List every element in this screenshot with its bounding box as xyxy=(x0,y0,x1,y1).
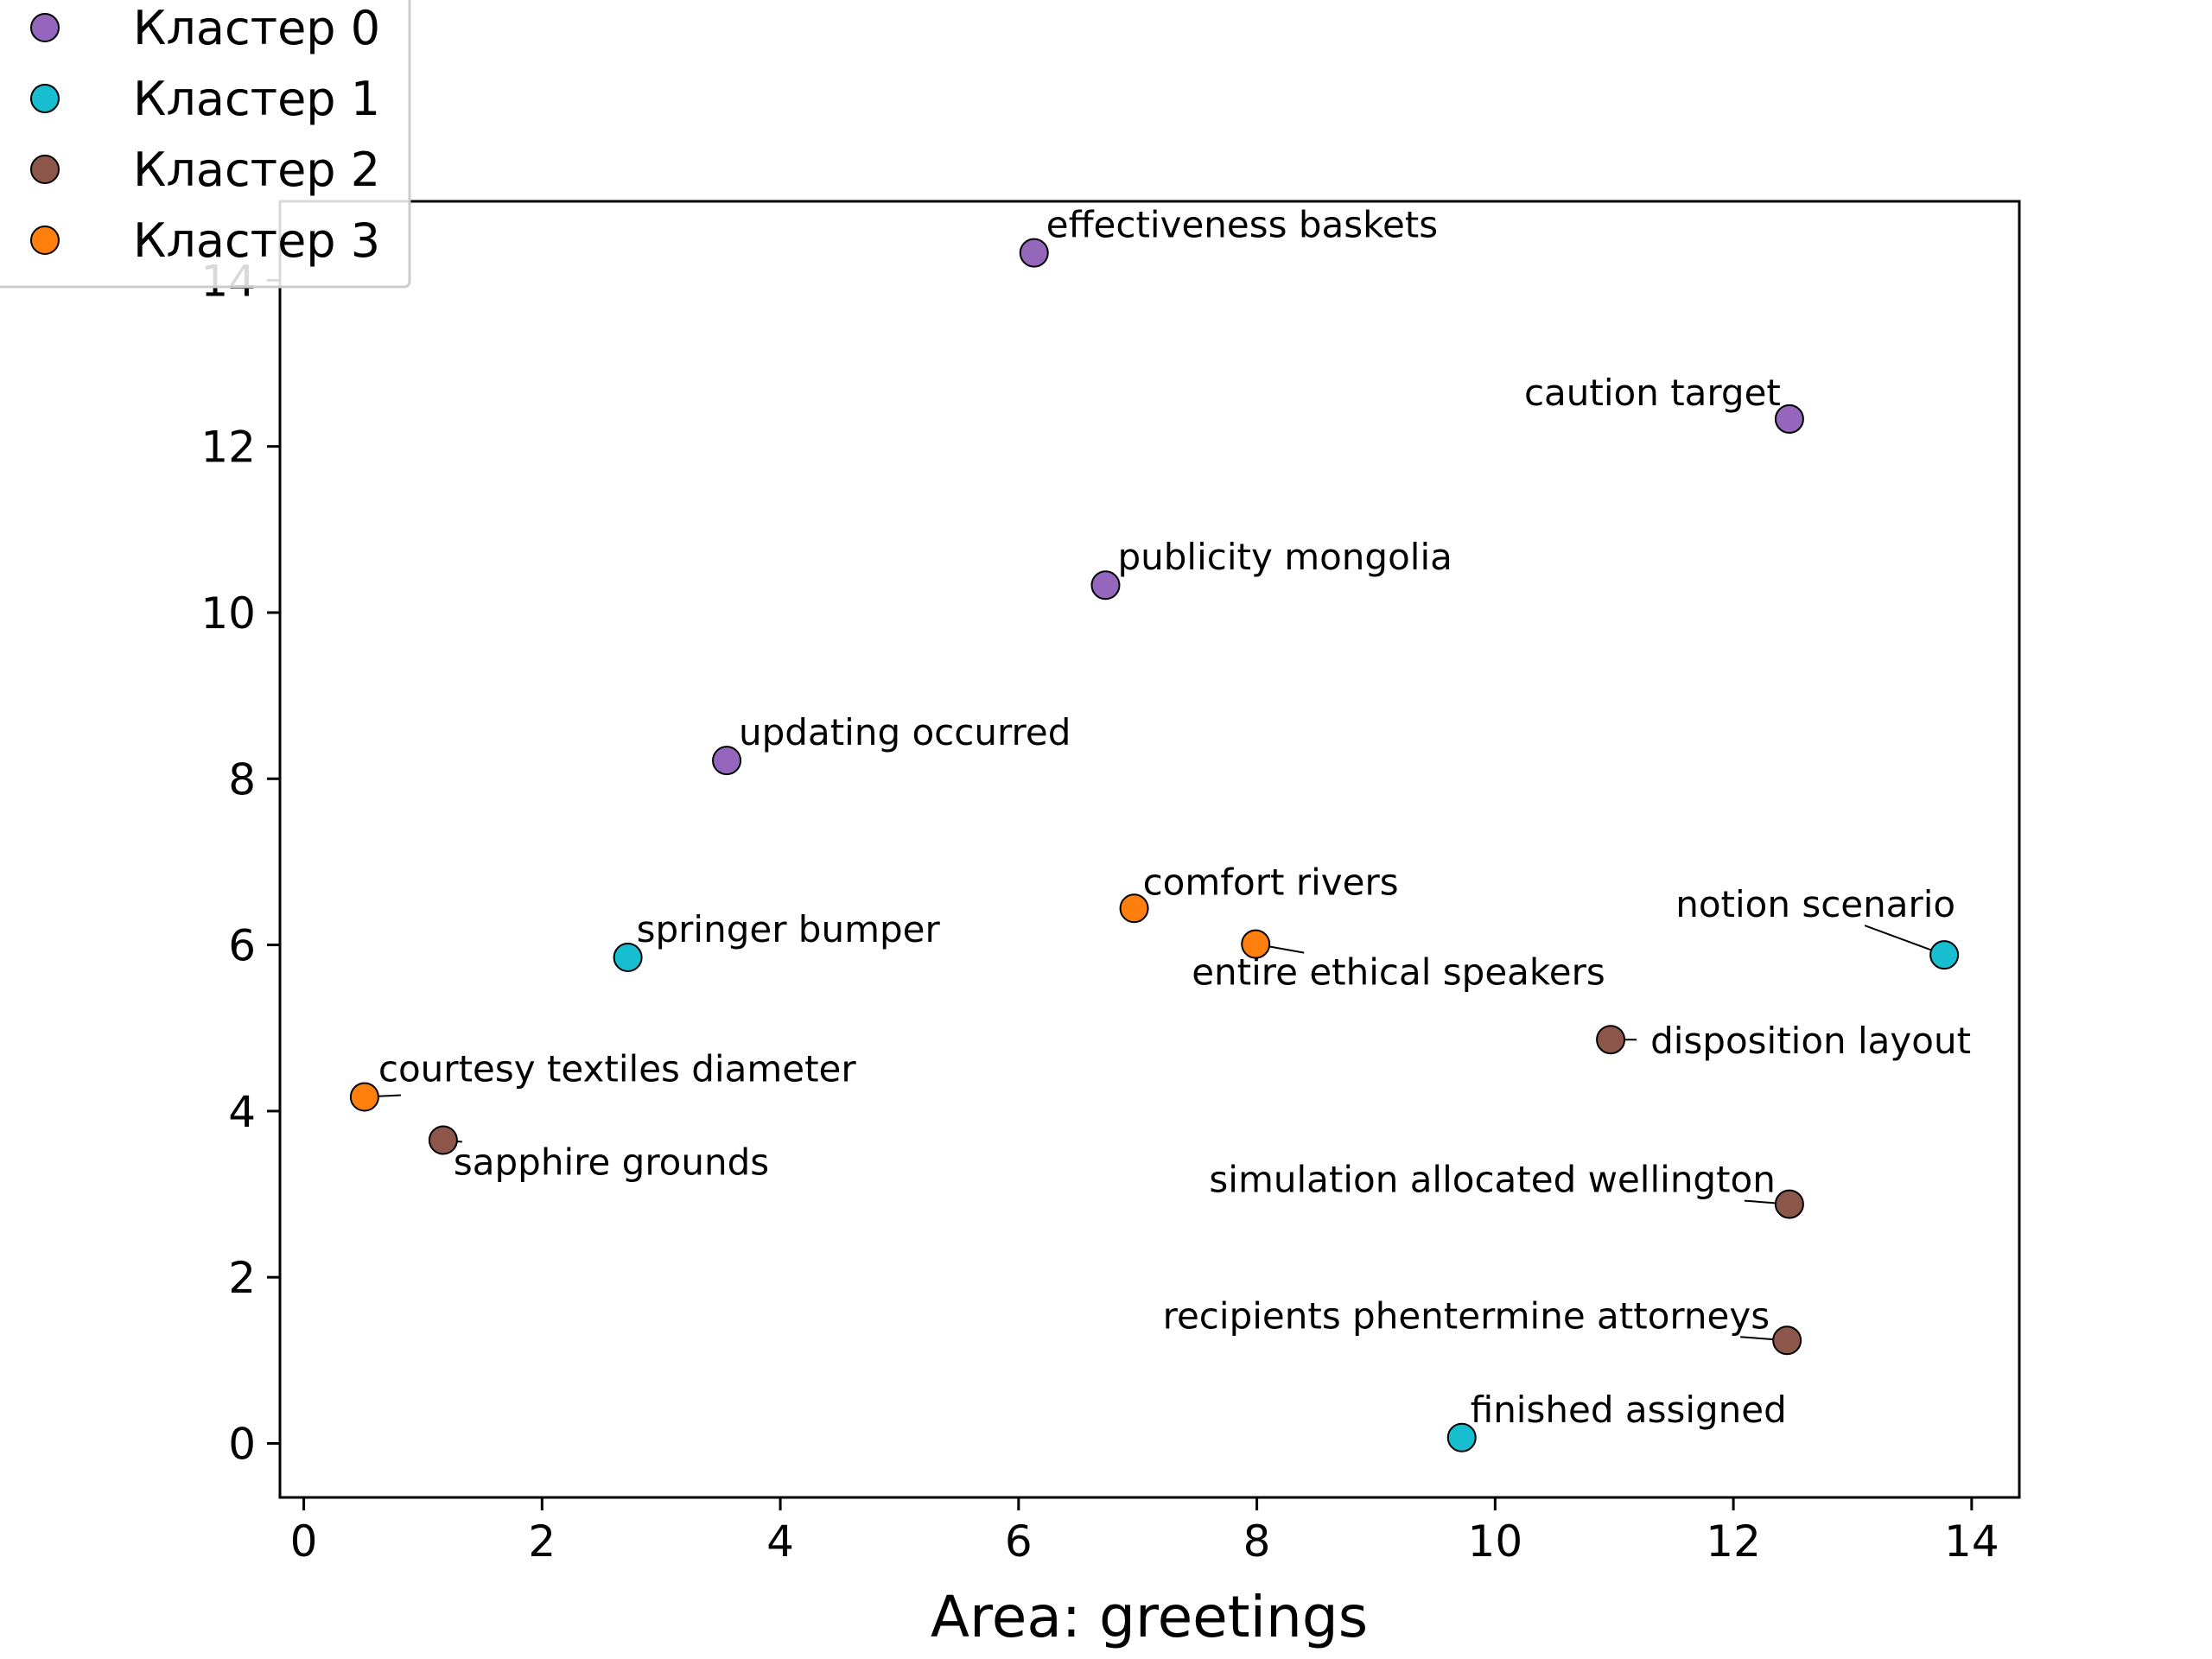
data-points xyxy=(349,238,1960,1452)
point-label-publicity-mongolia: publicity mongolia xyxy=(1117,536,1452,578)
point-label-updating-occurred: updating occurred xyxy=(739,711,1071,753)
point-caution-target xyxy=(1774,404,1804,434)
point-updating-occurred xyxy=(712,746,742,776)
legend-label-1: Кластер 1 xyxy=(133,72,380,126)
x-tick-label: 2 xyxy=(528,1516,556,1567)
x-tick-label: 6 xyxy=(1005,1516,1033,1567)
x-tick-label: 10 xyxy=(1468,1516,1523,1567)
legend-label-3: Кластер 3 xyxy=(133,213,380,268)
point-finished-assigned xyxy=(1446,1422,1477,1452)
x-tick-label: 14 xyxy=(1944,1516,1999,1567)
legend-marker-3 xyxy=(30,226,60,255)
point-label-comfort-rivers: comfort rivers xyxy=(1143,861,1399,903)
y-tick-label: 12 xyxy=(200,423,256,473)
point-label-finished-assigned: finished assigned xyxy=(1471,1389,1787,1431)
legend-marker-2 xyxy=(30,155,60,184)
point-springer-bumper xyxy=(613,943,643,972)
x-axis-title: Area: greetings xyxy=(931,1584,1368,1650)
legend-marker-1 xyxy=(30,84,60,113)
point-entire-ethical-speakers xyxy=(1241,929,1271,959)
legend: Кластер 0 Кластер 1 Кластер 2 Кластер 3 xyxy=(0,0,411,289)
point-recipients-phentermine-attorneys xyxy=(1772,1325,1802,1356)
point-disposition-layout xyxy=(1596,1025,1626,1055)
legend-label-0: Кластер 0 xyxy=(133,1,380,55)
legend-label-2: Кластер 2 xyxy=(133,143,380,197)
point-label-springer-bumper: springer bumper xyxy=(637,908,941,950)
y-tick-label: 6 xyxy=(228,921,256,971)
y-tick-label: 10 xyxy=(200,588,256,639)
point-label-caution-target: caution target xyxy=(1524,372,1781,414)
point-notion-scenario xyxy=(1929,940,1960,970)
y-tick-label: 2 xyxy=(228,1253,256,1303)
y-tick-label: 4 xyxy=(228,1087,256,1137)
point-label-sapphire-grounds: sapphire grounds xyxy=(454,1141,769,1184)
x-tick-label: 0 xyxy=(290,1516,318,1567)
point-publicity-mongolia xyxy=(1090,570,1121,601)
point-courtesy-textiles-diameter xyxy=(349,1082,379,1112)
point-label-courtesy-textiles-diameter: courtesy textiles diameter xyxy=(378,1048,857,1090)
x-tick-label: 8 xyxy=(1243,1516,1271,1567)
point-label-effectiveness-baskets: effectiveness baskets xyxy=(1046,204,1438,246)
point-effectiveness-baskets xyxy=(1019,238,1049,268)
point-label-simulation-allocated-wellington: simulation allocated wellington xyxy=(1209,1159,1775,1201)
y-tick-label: 0 xyxy=(228,1420,256,1470)
point-sapphire-grounds xyxy=(428,1125,458,1155)
point-comfort-rivers xyxy=(1119,893,1149,924)
x-axis: 0 2 4 6 8 10 12 14 xyxy=(290,1497,1999,1567)
legend-marker-0 xyxy=(30,13,60,42)
point-simulation-allocated-wellington xyxy=(1774,1189,1804,1219)
x-tick-label: 12 xyxy=(1706,1516,1761,1567)
point-label-disposition-layout: disposition layout xyxy=(1650,1020,1971,1062)
point-labels: effectiveness baskets caution target publi… xyxy=(378,204,1971,1431)
point-label-notion-scenario: notion scenario xyxy=(1675,883,1955,925)
legend-frame xyxy=(0,0,411,289)
point-label-recipients-phentermine-attorneys: recipients phentermine attorneys xyxy=(1163,1294,1770,1337)
point-label-entire-ethical-speakers: entire ethical speakers xyxy=(1192,951,1605,994)
y-tick-label: 8 xyxy=(228,754,256,804)
x-tick-label: 4 xyxy=(766,1516,794,1567)
plot-frame xyxy=(278,200,2021,1499)
